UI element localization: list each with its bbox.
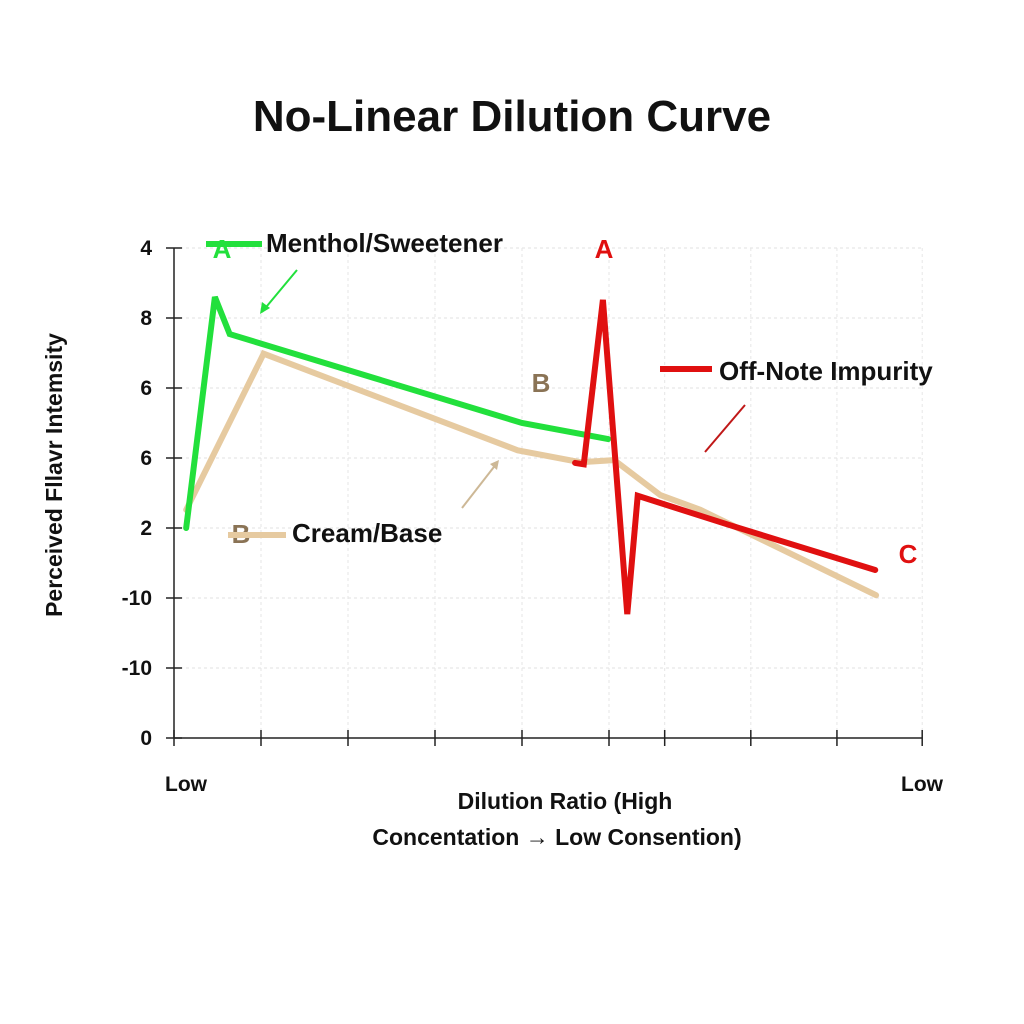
series-line-cream-base [183, 349, 880, 599]
y-axis-label: Perceived Fllavr Intemsity [41, 333, 67, 617]
y-tick-label: 2 [140, 517, 152, 540]
y-tick-label: -10 [122, 657, 152, 680]
legend-label-offnote: Off-Note Impurity [719, 356, 933, 386]
pointer-offnote [704, 404, 746, 453]
series-line-menthol-sweetener [183, 295, 612, 531]
annotation-c: C [899, 539, 918, 569]
arrow-menthol [261, 269, 298, 313]
axes [166, 247, 923, 746]
x-axis-label-line2: Concentation → Low Consention) [372, 824, 741, 850]
series-line-off-note-impurity [572, 299, 879, 615]
annotation-b: B [532, 368, 551, 398]
legend-marker-a: A [213, 234, 232, 264]
y-tick-label: 6 [140, 447, 152, 470]
x-tick-label-left: Low [165, 773, 208, 796]
chart-title: No-Linear Dilution Curve [253, 92, 771, 141]
grid [174, 247, 923, 738]
x-tick-label-right: Low [901, 773, 944, 796]
arrow-head-cream [490, 460, 499, 470]
legend-cream: B Cream/Base [228, 518, 442, 549]
arrow-cream [461, 462, 498, 509]
legend-label-menthol: Menthol/Sweetener [266, 228, 503, 258]
y-tick-label: 6 [140, 377, 152, 400]
arrow-head-menthol [260, 302, 270, 314]
annotation-a: A [595, 234, 614, 264]
legend-offnote: Off-Note Impurity [660, 356, 933, 386]
y-tick-label: 4 [140, 237, 152, 260]
series-lines [183, 295, 880, 615]
y-tick-label: 0 [140, 727, 152, 750]
y-tick-label: -10 [122, 587, 152, 610]
y-tick-labels: 4 8 6 6 2 -10 -10 0 [122, 237, 153, 750]
legend-label-cream: Cream/Base [292, 518, 442, 548]
x-axis-label-line1: Dilution Ratio (High [458, 788, 673, 814]
y-tick-label: 8 [140, 307, 152, 330]
legend-menthol: A Menthol/Sweetener [206, 228, 503, 264]
